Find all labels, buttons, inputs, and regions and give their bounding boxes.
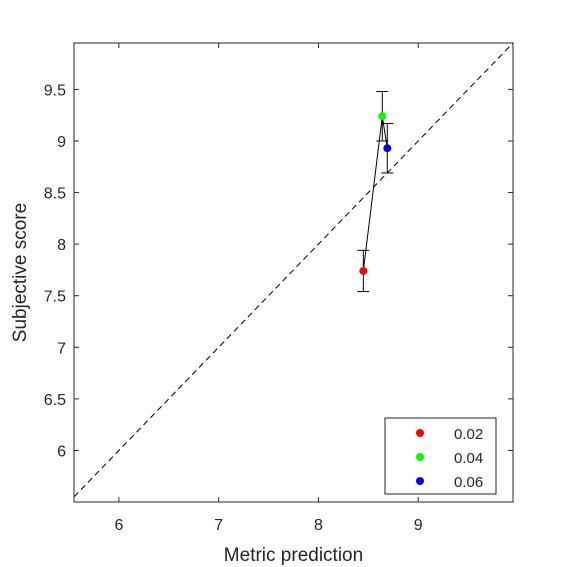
x-tick-label: 6: [114, 517, 123, 534]
legend-label: 0.04: [454, 450, 483, 467]
legend-box: [384, 417, 497, 495]
legend-label: 0.02: [454, 426, 483, 443]
data-point-0.06: [383, 144, 392, 153]
data-points: [359, 112, 392, 275]
plot-frame: [73, 42, 514, 503]
y-tick-label: 6.5: [44, 392, 66, 409]
data-point-0.04: [378, 112, 387, 121]
y-axis: 6 6.5 7 7.5 8 8.5 9 9.5: [44, 82, 513, 460]
y-tick-label: 7.5: [44, 289, 66, 306]
x-tick-label: 9: [414, 517, 423, 534]
y-tick-label: 9: [57, 134, 66, 151]
y-tick-label: 9.5: [44, 82, 66, 99]
y-tick-label: 8: [57, 237, 66, 254]
legend-marker: [416, 477, 424, 485]
legend-marker: [416, 453, 424, 461]
identity-reference-line: [73, 42, 514, 498]
y-tick-label: 8.5: [44, 186, 66, 203]
y-tick-label: 6: [57, 443, 66, 460]
legend: 0.02 0.04 0.06: [384, 417, 497, 495]
y-axis-title: Subjective score: [10, 203, 31, 342]
x-tick-label: 8: [314, 517, 323, 534]
legend-label: 0.06: [454, 474, 483, 491]
x-axis-title: Metric prediction: [224, 545, 363, 566]
data-point-0.02: [359, 266, 368, 275]
x-axis: 6 7 8 9: [114, 43, 423, 534]
x-tick-label: 7: [214, 517, 223, 534]
legend-marker: [416, 429, 424, 437]
y-tick-label: 7: [57, 340, 66, 357]
